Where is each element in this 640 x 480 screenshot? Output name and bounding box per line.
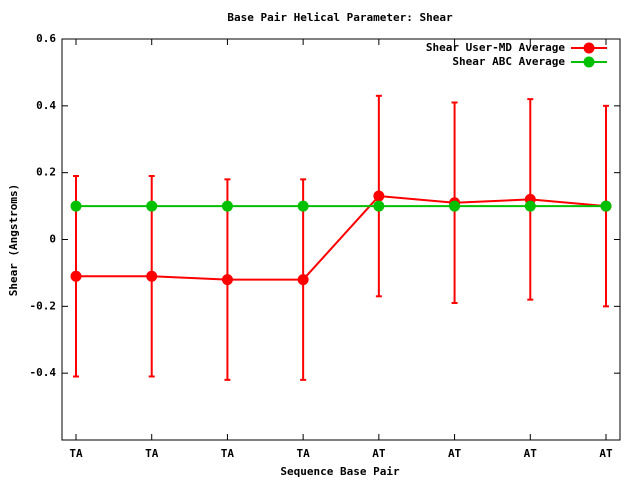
x-tick-label: TA <box>69 447 83 460</box>
x-tick-label: TA <box>221 447 235 460</box>
point <box>297 200 309 212</box>
legend-marker <box>583 56 595 68</box>
point <box>221 200 233 212</box>
y-axis-label: Shear (Angstroms) <box>7 184 20 297</box>
point <box>70 270 82 282</box>
y-tick-label: -0.4 <box>30 366 57 379</box>
legend-marker <box>583 42 595 54</box>
x-tick-label: AT <box>448 447 462 460</box>
point <box>146 200 158 212</box>
y-tick-label: 0.2 <box>36 166 56 179</box>
x-tick-label: AT <box>599 447 613 460</box>
point <box>373 190 385 202</box>
legend-label: Shear User-MD Average <box>426 41 565 54</box>
point <box>297 274 309 286</box>
x-tick-label: TA <box>145 447 159 460</box>
point <box>146 270 158 282</box>
legend-label: Shear ABC Average <box>452 55 565 68</box>
y-tick-label: 0 <box>49 233 56 246</box>
point <box>221 274 233 286</box>
point <box>600 200 612 212</box>
point <box>373 200 385 212</box>
x-axis-label: Sequence Base Pair <box>280 465 400 478</box>
chart-title: Base Pair Helical Parameter: Shear <box>227 11 453 24</box>
series-line <box>76 195 607 281</box>
x-tick-label: TA <box>297 447 311 460</box>
plot-frame <box>61 38 621 441</box>
point <box>449 200 461 212</box>
x-tick-label: AT <box>524 447 538 460</box>
point <box>70 200 82 212</box>
point <box>524 200 536 212</box>
x-tick-label: AT <box>372 447 386 460</box>
y-tick-label: 0.4 <box>36 99 56 112</box>
y-tick-label: 0.6 <box>36 32 56 45</box>
y-tick-label: -0.2 <box>30 299 57 312</box>
